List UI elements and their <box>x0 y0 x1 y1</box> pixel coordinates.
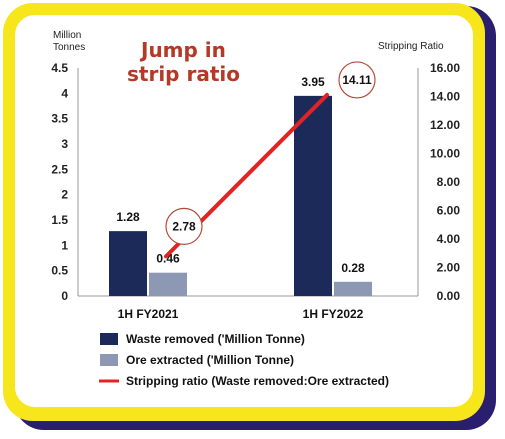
chart-panel <box>15 15 473 407</box>
right-tick-label: 12.00 <box>430 118 460 132</box>
data-label-ore: 0.46 <box>156 252 180 266</box>
bar-ore-extracted <box>334 281 372 296</box>
category-label: 1H FY2021 <box>118 307 179 321</box>
left-tick-label: 1.5 <box>51 213 68 227</box>
left-tick-label: 0 <box>61 289 68 303</box>
left-tick-label: 0.5 <box>51 264 68 278</box>
left-tick-label: 3 <box>61 137 68 151</box>
bar-waste-removed <box>294 95 332 296</box>
legend-item-waste-label: Waste removed ('Million Tonne) <box>126 332 305 346</box>
left-axis-title-line1: Million <box>53 30 81 41</box>
left-tick-label: 4 <box>61 86 68 100</box>
right-axis-title: Stripping Ratio <box>378 41 444 52</box>
legend-item-ore-swatch <box>100 354 118 366</box>
left-tick-label: 2 <box>61 188 68 202</box>
legend: Waste removed ('Million Tonne) Ore extrac… <box>99 332 389 388</box>
right-tick-label: 2.00 <box>437 261 461 275</box>
right-tick-label: 6.00 <box>437 204 461 218</box>
data-label-ratio: 14.11 <box>342 73 372 87</box>
legend-item-ratio-label: Stripping ratio (Waste removed:Ore extra… <box>126 374 389 388</box>
ratio-callout-circle <box>165 207 203 245</box>
data-label-ore: 0.28 <box>341 261 365 275</box>
legend-item-waste-swatch <box>100 333 118 345</box>
bar-waste-removed <box>109 231 147 296</box>
data-label-waste: 3.95 <box>301 75 325 89</box>
category-label: 1H FY2022 <box>303 307 364 321</box>
right-tick-label: 0.00 <box>437 289 461 303</box>
annotation-line2: strip ratio <box>127 62 240 86</box>
annotation-line1: Jump in <box>139 38 226 62</box>
bar-ore-extracted <box>149 272 187 296</box>
left-axis: 0 0.5 1 1.5 2 2.5 3 3.5 4 4.5 <box>51 61 79 303</box>
left-tick-label: 1 <box>61 238 68 252</box>
right-tick-label: 8.00 <box>437 175 461 189</box>
ratio-callout-circle <box>338 61 376 99</box>
right-tick-label: 16.00 <box>430 61 460 75</box>
left-tick-label: 2.5 <box>51 162 68 176</box>
left-tick-label: 4.5 <box>51 61 68 75</box>
data-label-waste: 1.28 <box>116 210 140 224</box>
legend-item-ore-label: Ore extracted ('Million Tonne) <box>126 353 294 367</box>
left-tick-label: 3.5 <box>51 112 68 126</box>
right-tick-label: 14.00 <box>430 90 460 104</box>
right-tick-label: 10.00 <box>430 147 460 161</box>
right-tick-label: 4.00 <box>437 232 461 246</box>
plot-area: 1.28 3.95 0.46 0.28 1H FY2021 1H FY2022 2.78 14… <box>78 61 418 321</box>
data-label-ratio: 2.78 <box>172 219 196 233</box>
right-axis: 0.00 2.00 4.00 6.00 8.00 10.00 12.00 14.00 16.00 <box>417 61 461 303</box>
left-axis-title-line2: Tonnes <box>53 42 85 53</box>
